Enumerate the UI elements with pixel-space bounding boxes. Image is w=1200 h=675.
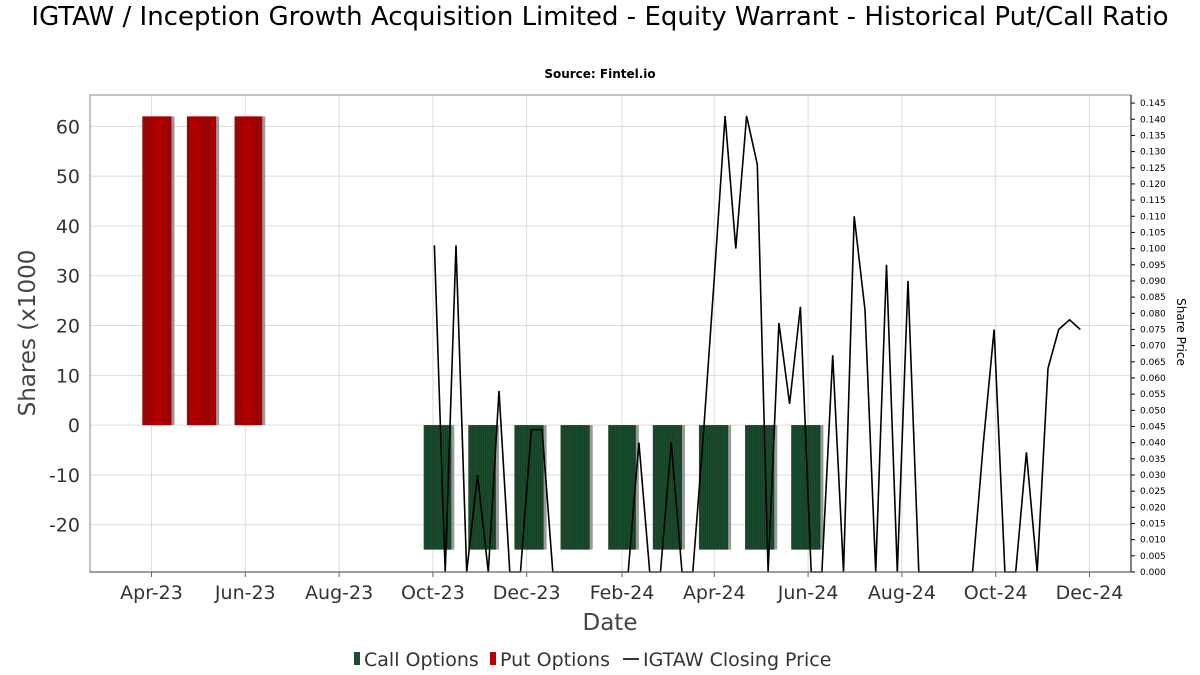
- legend: Call Options Put Options IGTAW Closing Pri…: [354, 649, 831, 671]
- y2-tick-label: 0.110: [1140, 212, 1166, 222]
- call-bar: [560, 425, 593, 550]
- bar-body: [514, 425, 544, 550]
- y2-tick-label: 0.005: [1140, 552, 1166, 562]
- x-tick-label: Jun-23: [214, 582, 276, 604]
- y2-tick-label: 0.135: [1140, 131, 1166, 141]
- y-tick-label: 0: [68, 415, 80, 437]
- y2-tick-label: 0.130: [1140, 148, 1166, 158]
- y2-tick-label: 0.115: [1140, 196, 1166, 206]
- y2-tick-label: 0.095: [1140, 261, 1166, 271]
- put-bar: [186, 116, 220, 426]
- y2-tick-label: 0.020: [1140, 503, 1166, 513]
- y2-tick-label: 0.075: [1140, 325, 1166, 335]
- y-axis-title: Shares (x1000: [15, 250, 41, 417]
- call-bar: [514, 425, 547, 550]
- y2-tick-label: 0.000: [1140, 568, 1166, 578]
- bar-body: [186, 116, 217, 426]
- call-bar: [698, 425, 732, 550]
- legend-item: Put Options: [490, 649, 610, 671]
- bar-body: [560, 425, 590, 550]
- y2-tick-label: 0.120: [1140, 180, 1166, 190]
- legend-item: IGTAW Closing Price: [623, 649, 831, 671]
- y-tick-label: 20: [56, 316, 80, 338]
- y2-tick-label: 0.090: [1140, 277, 1166, 287]
- y2-tick-label: 0.025: [1140, 487, 1166, 497]
- y-tick-label: 50: [56, 166, 80, 188]
- legend-label: Put Options: [500, 649, 610, 671]
- ticks-layer: -20 -10 0 10 20 30 40 50 60 Apr-23 Jun-23 Aug-23 Oct…: [49, 99, 1166, 604]
- bar-body: [698, 425, 729, 550]
- y-tick-label: 40: [56, 216, 80, 238]
- y-tick-label: 10: [56, 365, 80, 387]
- x-tick-label: Dec-23: [493, 582, 561, 604]
- x-tick-label: Apr-24: [683, 582, 746, 604]
- x-tick-label: Oct-24: [964, 582, 1028, 604]
- y2-tick-label: 0.145: [1140, 99, 1166, 109]
- y2-tick-label: 0.060: [1140, 374, 1166, 384]
- x-tick-label: Feb-24: [590, 582, 655, 604]
- call-bar: [791, 425, 824, 550]
- y-tick-label: 30: [56, 266, 80, 288]
- y2-tick-label: 0.015: [1140, 519, 1166, 529]
- y2-tick-label: 0.035: [1140, 455, 1166, 465]
- chart-title: IGTAW / Inception Growth Acquisition Lim…: [31, 2, 1169, 32]
- x-tick-label: Aug-23: [305, 582, 373, 604]
- y2-tick-label: 0.125: [1140, 164, 1166, 174]
- y-tick-label: -20: [49, 515, 80, 537]
- call-bar: [745, 425, 778, 550]
- call-bar: [608, 425, 639, 550]
- y2-tick-label: 0.065: [1140, 358, 1166, 368]
- call-bar: [652, 425, 686, 550]
- axes-layer: [89, 94, 1135, 577]
- chart-subtitle: Source: Fintel.io: [544, 67, 656, 81]
- y2-tick-label: 0.050: [1140, 406, 1166, 416]
- y2-tick-label: 0.080: [1140, 309, 1166, 319]
- y-tick-label: -10: [49, 465, 80, 487]
- legend-swatch: [490, 652, 496, 665]
- put-bar: [142, 116, 175, 426]
- y2-tick-label: 0.070: [1140, 342, 1166, 352]
- y2-tick-label: 0.100: [1140, 245, 1166, 255]
- x-tick-label: Apr-23: [120, 582, 183, 604]
- legend-swatch: [354, 652, 360, 665]
- y2-tick-label: 0.055: [1140, 390, 1166, 400]
- legend-label: IGTAW Closing Price: [643, 649, 831, 671]
- x-tick-label: Aug-24: [868, 582, 936, 604]
- y2-tick-label: 0.140: [1140, 115, 1166, 125]
- y2-tick-label: 0.085: [1140, 293, 1166, 303]
- x-axis-title: Date: [583, 610, 638, 636]
- x-tick-label: Jun-24: [777, 582, 839, 604]
- y-tick-label: 60: [56, 116, 80, 138]
- x-tick-label: Dec-24: [1056, 582, 1124, 604]
- y2-tick-label: 0.105: [1140, 228, 1166, 238]
- call-bar: [468, 425, 499, 550]
- y2-axis-title: Share Price: [1174, 298, 1188, 366]
- y2-tick-label: 0.010: [1140, 536, 1166, 546]
- x-tick-label: Oct-23: [401, 582, 465, 604]
- legend-item: Call Options: [354, 649, 479, 671]
- bar-body: [234, 116, 263, 426]
- y2-tick-label: 0.030: [1140, 471, 1166, 481]
- legend-label: Call Options: [364, 649, 479, 671]
- put-bar: [234, 116, 266, 426]
- y2-tick-label: 0.045: [1140, 422, 1166, 432]
- y2-tick-label: 0.040: [1140, 439, 1166, 449]
- bars-layer: [142, 116, 824, 550]
- bar-body: [142, 116, 172, 426]
